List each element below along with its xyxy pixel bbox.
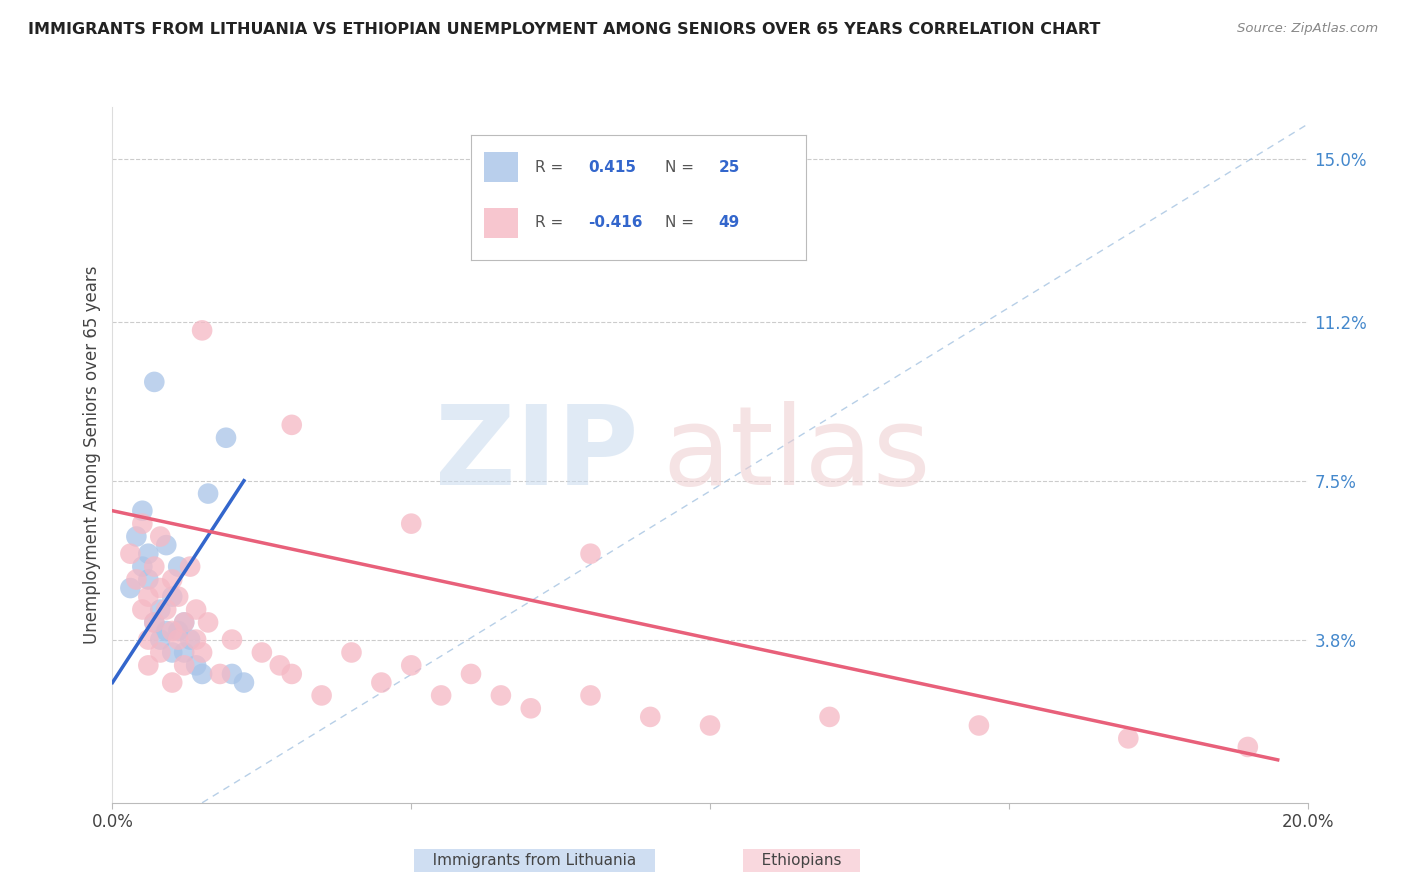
Point bbox=[125, 573, 148, 587]
Point bbox=[173, 615, 195, 630]
Point bbox=[162, 590, 183, 604]
Point bbox=[149, 581, 172, 595]
Point bbox=[167, 590, 190, 604]
Point bbox=[149, 632, 172, 647]
Point bbox=[162, 573, 183, 587]
Point bbox=[638, 710, 662, 724]
Point bbox=[460, 667, 482, 681]
Text: atlas: atlas bbox=[662, 401, 931, 508]
Point bbox=[131, 602, 153, 616]
Point bbox=[155, 624, 177, 638]
Point bbox=[221, 632, 243, 647]
Point bbox=[250, 645, 273, 659]
Point bbox=[215, 431, 238, 445]
Point bbox=[149, 529, 172, 543]
Point bbox=[818, 710, 841, 724]
Point bbox=[197, 615, 219, 630]
Point bbox=[143, 615, 166, 630]
Point bbox=[162, 645, 183, 659]
Text: ZIP: ZIP bbox=[434, 401, 638, 508]
Point bbox=[281, 667, 304, 681]
Point bbox=[131, 504, 153, 518]
Point bbox=[138, 632, 160, 647]
Point bbox=[179, 559, 201, 574]
Point bbox=[269, 658, 291, 673]
Point bbox=[149, 602, 172, 616]
Point bbox=[173, 658, 195, 673]
Point bbox=[155, 538, 177, 552]
Point bbox=[167, 632, 190, 647]
Point bbox=[179, 632, 201, 647]
Point bbox=[186, 602, 208, 616]
Point bbox=[138, 658, 160, 673]
Point bbox=[131, 559, 153, 574]
Point bbox=[120, 547, 142, 561]
Point bbox=[138, 547, 160, 561]
Point bbox=[173, 645, 195, 659]
Point bbox=[401, 658, 423, 673]
Point bbox=[167, 624, 190, 638]
Point bbox=[149, 645, 172, 659]
Point bbox=[370, 675, 392, 690]
Point bbox=[191, 667, 214, 681]
Point bbox=[221, 667, 243, 681]
Point bbox=[162, 624, 183, 638]
Point bbox=[186, 658, 208, 673]
Point bbox=[138, 590, 160, 604]
Point bbox=[489, 689, 512, 703]
Point bbox=[1237, 739, 1260, 754]
Point bbox=[143, 375, 166, 389]
Point bbox=[131, 516, 153, 531]
Point bbox=[401, 516, 423, 531]
Text: Source: ZipAtlas.com: Source: ZipAtlas.com bbox=[1237, 22, 1378, 36]
Text: Ethiopians: Ethiopians bbox=[747, 854, 856, 868]
Point bbox=[143, 615, 166, 630]
Text: Immigrants from Lithuania: Immigrants from Lithuania bbox=[418, 854, 651, 868]
Point bbox=[699, 718, 721, 732]
Point bbox=[155, 602, 177, 616]
Point bbox=[281, 417, 304, 432]
Point bbox=[340, 645, 363, 659]
Point bbox=[191, 323, 214, 337]
Point bbox=[311, 689, 333, 703]
Point bbox=[143, 559, 166, 574]
Point bbox=[967, 718, 990, 732]
Point bbox=[1118, 731, 1140, 746]
Point bbox=[232, 675, 256, 690]
Point bbox=[173, 615, 195, 630]
Point bbox=[125, 529, 148, 543]
Point bbox=[579, 689, 602, 703]
Point bbox=[120, 581, 142, 595]
Point bbox=[208, 667, 231, 681]
Text: IMMIGRANTS FROM LITHUANIA VS ETHIOPIAN UNEMPLOYMENT AMONG SENIORS OVER 65 YEARS : IMMIGRANTS FROM LITHUANIA VS ETHIOPIAN U… bbox=[28, 22, 1101, 37]
Point bbox=[167, 559, 190, 574]
Point bbox=[162, 675, 183, 690]
Y-axis label: Unemployment Among Seniors over 65 years: Unemployment Among Seniors over 65 years bbox=[83, 266, 101, 644]
Point bbox=[520, 701, 543, 715]
Point bbox=[191, 645, 214, 659]
Point bbox=[186, 632, 208, 647]
Point bbox=[579, 547, 602, 561]
Point bbox=[197, 486, 219, 500]
Point bbox=[138, 573, 160, 587]
Point bbox=[430, 689, 453, 703]
